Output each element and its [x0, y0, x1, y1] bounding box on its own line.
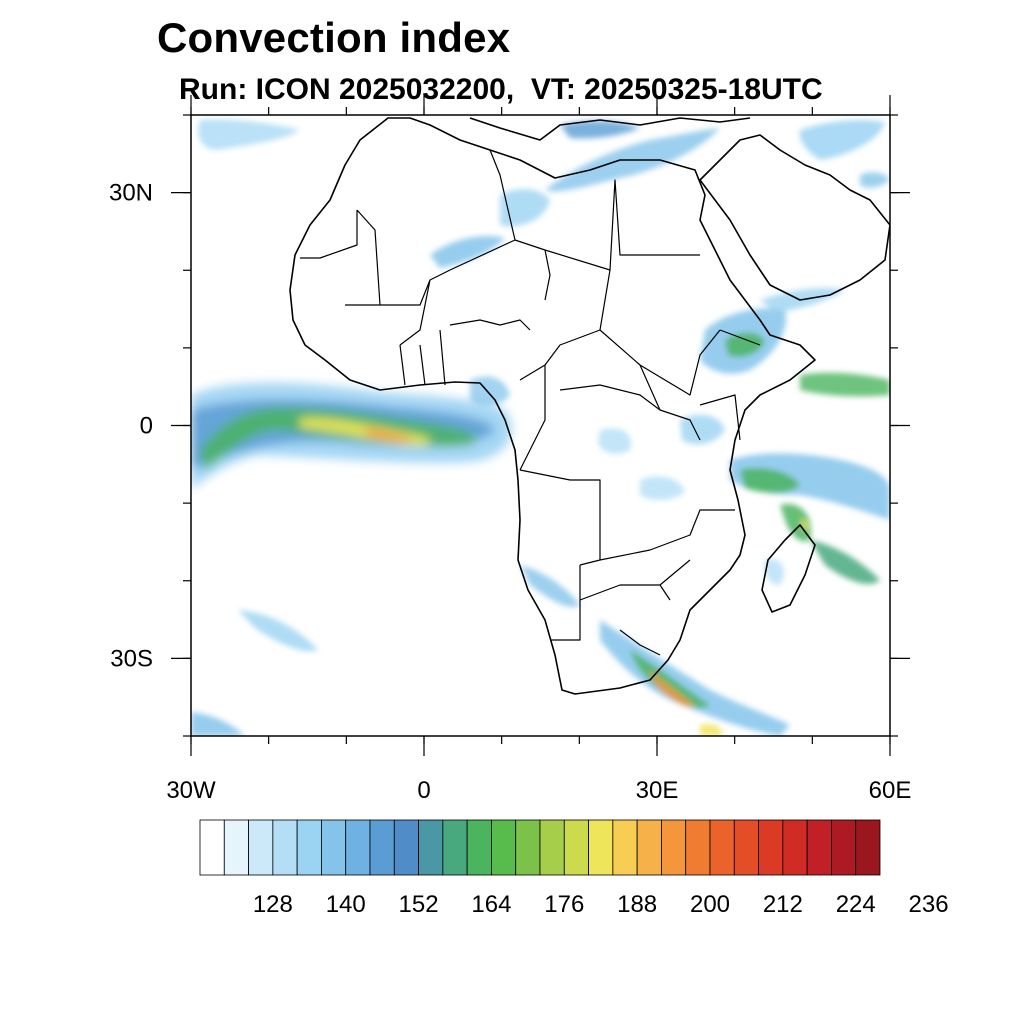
colorbar-swatch — [223, 819, 249, 876]
colorbar-label: 236 — [909, 891, 949, 918]
colorbar-label: 188 — [617, 891, 657, 918]
colorbar-swatch — [612, 819, 638, 876]
colorbar-label: 152 — [399, 891, 439, 918]
map-subtitle: Run: ICON 2025032200, VT: 20250325-18UTC — [179, 73, 823, 106]
colorbar-swatch — [418, 819, 444, 876]
atlantic-convection-band — [191, 382, 512, 490]
lon-tick-label: 0 — [417, 777, 430, 804]
lon-tick-label: 60E — [869, 777, 912, 804]
colorbar-swatch — [661, 819, 687, 876]
colorbar — [199, 819, 881, 876]
colorbar-swatch — [539, 819, 565, 876]
lat-tick-label: 30S — [110, 645, 153, 672]
lat-tick-label: 30N — [109, 180, 153, 207]
colorbar-labels: 128 140 152 164 176 188 200 212 224 236 — [253, 891, 949, 918]
colorbar-swatch — [491, 819, 517, 876]
colorbar-label: 200 — [690, 891, 730, 918]
colorbar-swatch — [782, 819, 808, 876]
convection-field — [191, 119, 890, 736]
axis-tick-labels: 30W 0 30E 60E 30N 0 30S — [109, 180, 911, 804]
axis-ticks — [171, 95, 910, 756]
colorbar-swatch — [466, 819, 492, 876]
horn-of-africa-convection — [700, 288, 890, 397]
colorbar-swatch — [855, 819, 881, 876]
colorbar-label: 212 — [763, 891, 803, 918]
colorbar-label: 176 — [544, 891, 584, 918]
madagascar-coastline — [761, 524, 816, 613]
colorbar-swatch — [272, 819, 298, 876]
colorbar-swatch — [393, 819, 419, 876]
colorbar-swatch — [685, 819, 711, 876]
colorbar-swatch — [588, 819, 614, 876]
boundaries — [289, 117, 890, 695]
colorbar-swatch — [296, 819, 322, 876]
colorbar-swatch — [369, 819, 395, 876]
colorbar-swatch — [831, 819, 857, 876]
colorbar-swatch — [636, 819, 662, 876]
colorbar-swatch — [758, 819, 784, 876]
map-title: Convection index — [157, 14, 511, 61]
colorbar-swatch — [709, 819, 735, 876]
lon-tick-label: 30E — [636, 777, 679, 804]
northern-convection-patches — [198, 119, 890, 268]
lat-tick-label: 0 — [140, 413, 153, 440]
colorbar-swatch — [248, 819, 274, 876]
southern-africa-convection — [520, 565, 790, 736]
south-atlantic-convection — [191, 610, 318, 736]
colorbar-swatch — [563, 819, 589, 876]
colorbar-swatch — [442, 819, 468, 876]
colorbar-label: 224 — [836, 891, 876, 918]
border-lines — [300, 149, 761, 656]
africa-coastline — [289, 117, 816, 695]
colorbar-label: 128 — [253, 891, 293, 918]
colorbar-swatch — [806, 819, 832, 876]
arabia-coastline — [699, 134, 890, 301]
europe-coastline — [469, 117, 751, 141]
colorbar-swatch — [345, 819, 371, 876]
colorbar-label: 164 — [471, 891, 511, 918]
colorbar-swatch — [199, 819, 225, 876]
colorbar-swatch — [321, 819, 347, 876]
colorbar-swatch — [733, 819, 759, 876]
colorbar-label: 140 — [326, 891, 366, 918]
east-africa-convection — [730, 453, 890, 585]
colorbar-swatch — [515, 819, 541, 876]
lon-tick-label: 30W — [166, 777, 216, 804]
